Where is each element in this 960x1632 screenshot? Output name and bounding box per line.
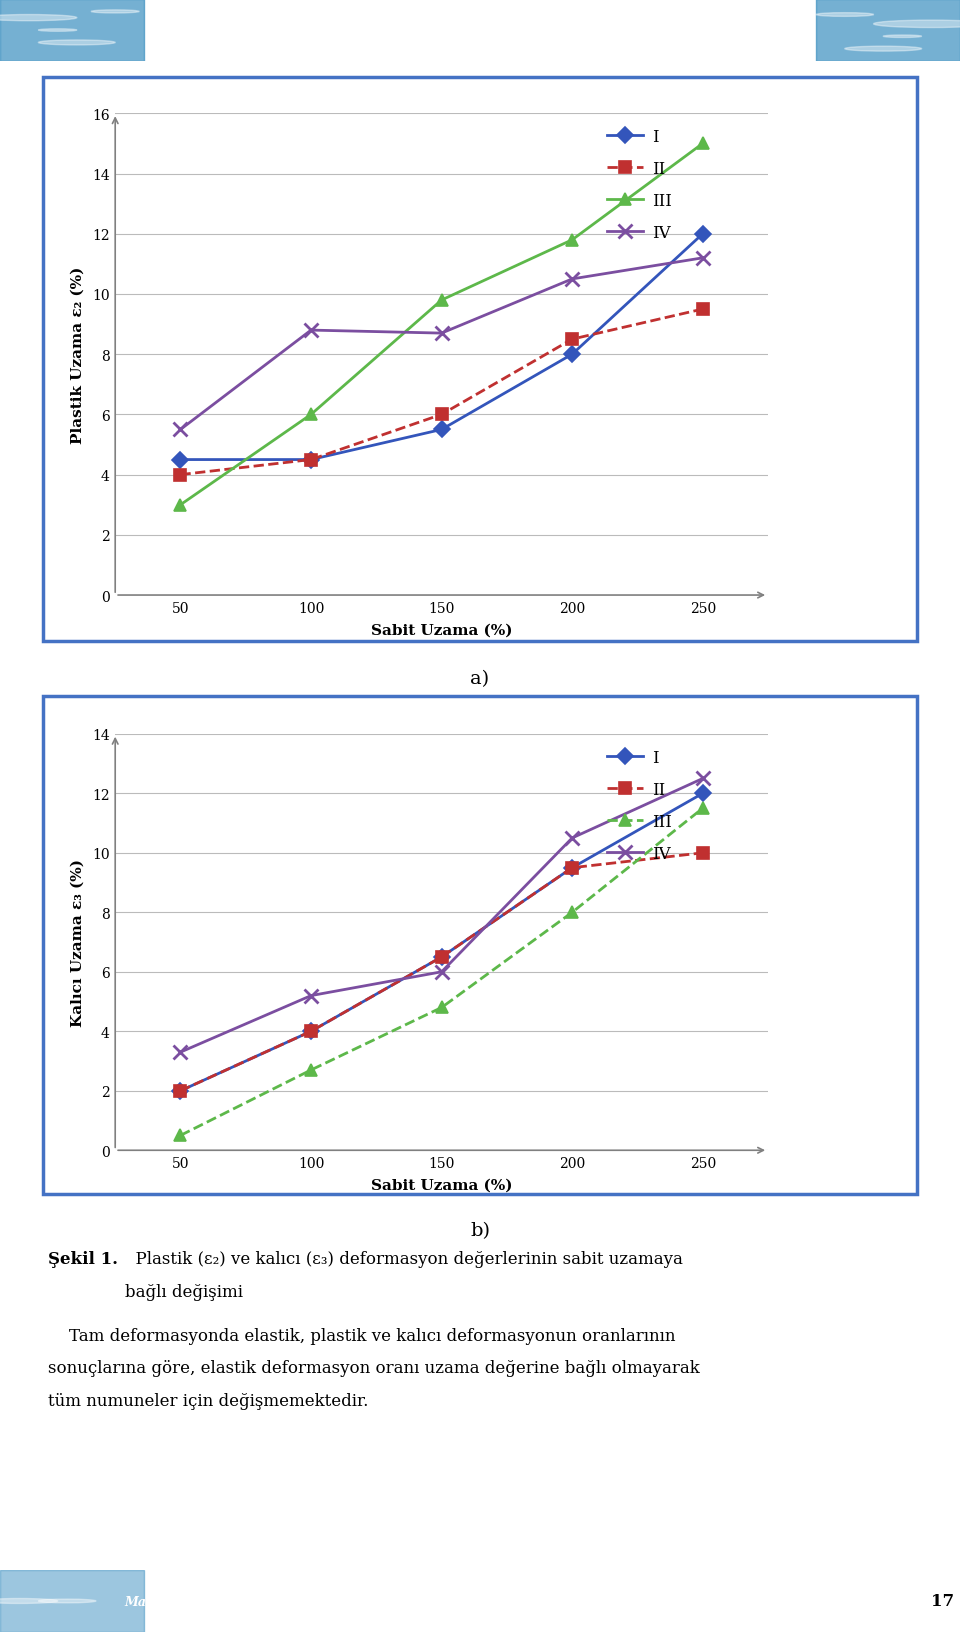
I — [436, 421, 447, 441]
III — [175, 496, 186, 516]
X-axis label: Sabit Uzama (%): Sabit Uzama (%) — [371, 1178, 513, 1193]
X-axis label: Sabit Uzama (%): Sabit Uzama (%) — [371, 623, 513, 638]
Text: b): b) — [470, 1221, 490, 1240]
Legend: I, II, III, IV: I, II, III, IV — [600, 122, 679, 248]
I — [175, 1082, 186, 1102]
II — [436, 405, 447, 424]
Circle shape — [883, 36, 922, 39]
Circle shape — [0, 1598, 58, 1604]
IV — [305, 986, 317, 1005]
Text: a): a) — [470, 669, 490, 689]
IV — [175, 1043, 186, 1062]
Line: III: III — [175, 139, 708, 511]
II — [305, 1022, 317, 1041]
III — [436, 290, 447, 310]
Text: Mahire CİHANGİROVA , Resul FETTAHOV, Yalçın YEŞİL, Müslüm KAPLAN: Mahire CİHANGİROVA , Resul FETTAHOV, Yal… — [125, 1593, 643, 1609]
I — [697, 225, 708, 245]
I — [697, 783, 708, 803]
I — [436, 948, 447, 968]
II — [305, 450, 317, 470]
II — [175, 465, 186, 485]
Line: IV: IV — [174, 772, 709, 1059]
IV — [566, 269, 578, 289]
III — [175, 1126, 186, 1146]
IV — [436, 963, 447, 982]
Text: Şekil 1.: Şekil 1. — [48, 1250, 118, 1266]
IV — [436, 325, 447, 344]
Text: bağlı değişimi: bağlı değişimi — [125, 1283, 243, 1299]
IV — [175, 421, 186, 441]
Line: IV: IV — [174, 251, 709, 437]
Text: tüm numuneler için değişmemektedir.: tüm numuneler için değişmemektedir. — [48, 1392, 369, 1408]
II — [566, 330, 578, 349]
Text: Tam deformasyonda elastik, plastik ve kalıcı deformasyonun oranlarının: Tam deformasyonda elastik, plastik ve ka… — [48, 1327, 676, 1343]
Circle shape — [816, 13, 874, 18]
Bar — [816, 0, 960, 62]
Circle shape — [38, 1599, 96, 1603]
Bar — [0, 1570, 144, 1632]
Text: 17: 17 — [931, 1593, 954, 1609]
Text: Journal of Engineering and Technological Sciences (2014/2): Journal of Engineering and Technological… — [199, 23, 761, 39]
III — [305, 1061, 317, 1080]
Line: I: I — [175, 788, 708, 1097]
IV — [305, 322, 317, 341]
Line: II: II — [175, 304, 708, 481]
II — [697, 300, 708, 320]
III — [305, 405, 317, 424]
Line: II: II — [175, 847, 708, 1097]
Line: III: III — [175, 803, 708, 1141]
Y-axis label: Kalıcı Uzama ε₃ (%): Kalıcı Uzama ε₃ (%) — [71, 858, 84, 1027]
II — [175, 1082, 186, 1102]
Circle shape — [38, 29, 77, 33]
I — [566, 858, 578, 878]
III — [566, 230, 578, 250]
III — [436, 999, 447, 1018]
Circle shape — [874, 21, 960, 28]
IV — [697, 769, 708, 788]
Legend: I, II, III, IV: I, II, III, IV — [600, 743, 679, 868]
IV — [697, 248, 708, 268]
III — [697, 800, 708, 819]
Text: Plastik (ε₂) ve kalıcı (ε₃) deformasyon değerlerinin sabit uzamaya: Plastik (ε₂) ve kalıcı (ε₃) deformasyon … — [125, 1250, 683, 1266]
Circle shape — [38, 41, 115, 46]
I — [305, 1022, 317, 1041]
Y-axis label: Plastik Uzama ε₂ (%): Plastik Uzama ε₂ (%) — [71, 266, 84, 444]
Bar — [0, 0, 144, 62]
I — [305, 450, 317, 470]
III — [566, 902, 578, 922]
Line: I: I — [175, 228, 708, 465]
I — [566, 346, 578, 366]
Text: sonuçlarına göre, elastik deformasyon oranı uzama değerine bağlı olmayarak: sonuçlarına göre, elastik deformasyon or… — [48, 1359, 700, 1376]
IV — [566, 829, 578, 849]
II — [697, 844, 708, 863]
II — [566, 858, 578, 878]
Circle shape — [91, 11, 139, 15]
Circle shape — [845, 47, 922, 52]
III — [697, 134, 708, 153]
II — [436, 948, 447, 968]
I — [175, 450, 186, 470]
Circle shape — [0, 15, 77, 21]
